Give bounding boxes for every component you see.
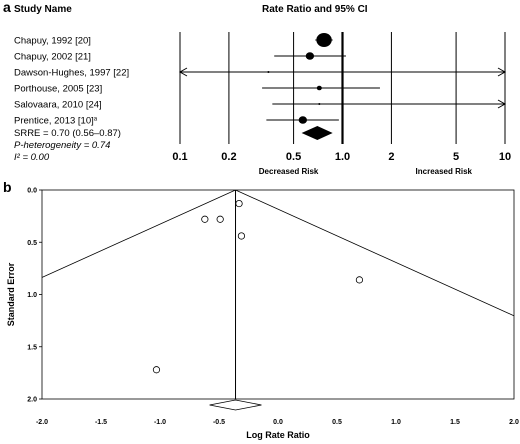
point-estimate [298, 116, 308, 124]
x-tick-5: 5 [453, 151, 459, 163]
x-tick--0.5: -0.5 [213, 419, 225, 426]
study-point [235, 199, 243, 208]
study-label: Prentice, 2013 [10]a [14, 116, 98, 127]
study-point [201, 215, 209, 223]
decreased-risk-label: Decreased Risk [259, 167, 319, 176]
y-tick-2.0: 2.0 [27, 397, 37, 404]
x-tick--2.0: -2.0 [36, 419, 48, 426]
study-point [216, 215, 224, 223]
point-estimate [318, 103, 321, 105]
x-tick-2: 2 [388, 151, 394, 163]
point-estimate [267, 71, 270, 73]
point-estimate [316, 33, 332, 47]
summary-label: SRRE = 0.70 (0.56–0.87) [14, 128, 121, 139]
summary-diamond [209, 399, 262, 411]
y-tick-1.0: 1.0 [27, 292, 37, 299]
summary-diamond [301, 126, 333, 140]
study-point [355, 276, 364, 284]
x-tick-1.5: 1.5 [450, 419, 460, 426]
study-label: Chapuy, 1992 [20] [14, 36, 91, 47]
x-tick--1.5: -1.5 [95, 419, 107, 426]
study-name-header: Study Name [14, 4, 72, 15]
ci-arrow-right [497, 67, 507, 77]
x-tick-0.5: 0.5 [332, 419, 342, 426]
ci-arrow-left [178, 67, 188, 77]
x-tick-1.0: 1.0 [391, 419, 401, 426]
study-superscript: a [94, 117, 98, 123]
plot-frame [41, 189, 515, 400]
x-tick--1.0: -1.0 [154, 419, 166, 426]
x-tick-0.5: 0.5 [286, 151, 301, 163]
point-estimate [316, 85, 322, 91]
y-tick-0.0: 0.0 [27, 188, 37, 195]
y-axis-title: Standard Error [6, 262, 16, 326]
panel-a-letter: a [3, 0, 11, 15]
y-tick-0.5: 0.5 [27, 240, 37, 247]
funnel-right-limit [235, 190, 514, 317]
study-label: Porthouse, 2005 [23] [14, 84, 102, 95]
y-tick-1.5: 1.5 [27, 344, 37, 351]
x-axis-title: Log Rate Ratio [246, 430, 310, 440]
i-squared-label: I² = 0.00 [14, 152, 50, 163]
effect-header: Rate Ratio and 95% CI [262, 4, 368, 15]
x-tick-1.0: 1.0 [335, 151, 350, 163]
heterogeneity-label: P-heterogeneity = 0.74 [14, 140, 110, 151]
x-tick-2.0: 2.0 [509, 419, 519, 426]
point-estimate [305, 52, 315, 60]
forest-plot: 0.1 0.2 0.5 1.0 2 5 10 Decreased Risk Increased … [14, 32, 511, 176]
study-label: Salovaara, 2010 [24] [14, 100, 102, 111]
study-label: Chapuy, 2002 [21] [14, 52, 91, 63]
increased-risk-label: Increased Risk [416, 167, 473, 176]
funnel-plot: -2.0 -1.5 -1.0 -0.5 0.0 0.5 1.0 1.5 2.0 0.0 0.5 1.0… [6, 188, 519, 441]
funnel-lines [42, 190, 514, 399]
x-tick-0.0: 0.0 [273, 419, 283, 426]
ci-arrow-right [497, 99, 507, 109]
x-tick-0.1: 0.1 [172, 151, 187, 163]
panel-b-letter: b [3, 179, 12, 195]
x-tick-10: 10 [499, 151, 511, 163]
funnel-left-limit [42, 190, 236, 278]
x-tick-0.2: 0.2 [221, 151, 236, 163]
study-point [237, 232, 246, 240]
study-label: Dawson-Hughes, 1997 [22] [14, 68, 129, 79]
study-point [152, 366, 161, 374]
